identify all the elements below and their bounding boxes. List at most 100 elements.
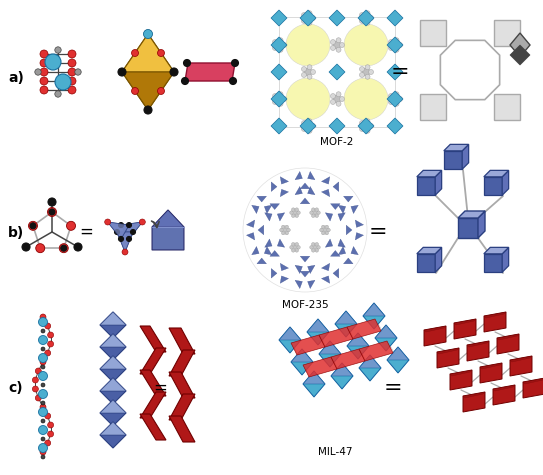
Ellipse shape [344,24,388,66]
Polygon shape [338,239,345,247]
Polygon shape [152,210,184,227]
Polygon shape [420,20,446,46]
Circle shape [369,16,374,20]
Circle shape [311,124,315,129]
Circle shape [331,39,336,45]
Circle shape [273,94,277,98]
Polygon shape [307,171,315,180]
Polygon shape [338,247,346,255]
Polygon shape [295,280,302,288]
Circle shape [365,65,370,70]
Circle shape [55,74,71,90]
Polygon shape [108,222,129,239]
Circle shape [61,245,67,251]
Circle shape [312,243,315,246]
Circle shape [157,49,165,57]
Circle shape [315,208,319,211]
Polygon shape [435,171,441,195]
Polygon shape [493,385,515,405]
Circle shape [144,106,152,114]
Polygon shape [450,370,472,376]
Circle shape [369,124,374,129]
Polygon shape [325,239,333,247]
Polygon shape [300,118,316,134]
Circle shape [144,30,152,38]
Polygon shape [331,349,365,369]
Polygon shape [271,37,287,53]
Polygon shape [169,350,195,376]
Polygon shape [264,247,272,255]
Circle shape [307,119,312,124]
Polygon shape [484,312,506,332]
Polygon shape [358,118,374,134]
Circle shape [333,95,341,103]
Polygon shape [100,312,126,325]
Polygon shape [300,256,310,262]
Polygon shape [458,211,485,218]
Circle shape [317,246,320,249]
Circle shape [184,59,191,66]
Circle shape [315,248,319,252]
Circle shape [68,77,76,85]
Circle shape [313,211,317,214]
Circle shape [39,353,47,362]
Polygon shape [523,378,543,384]
Circle shape [39,335,47,344]
Circle shape [48,341,54,347]
Circle shape [40,68,48,76]
Text: =: = [153,379,167,397]
Circle shape [362,68,370,76]
Circle shape [67,221,75,230]
Circle shape [45,323,50,329]
Circle shape [333,41,341,49]
Polygon shape [329,10,345,26]
Circle shape [312,214,315,218]
Circle shape [310,211,313,215]
Circle shape [359,19,364,23]
Polygon shape [100,422,126,435]
Polygon shape [117,232,133,252]
Circle shape [397,42,402,48]
Polygon shape [424,326,446,332]
Polygon shape [277,213,285,221]
Text: MOF-235: MOF-235 [282,300,329,310]
Polygon shape [303,357,337,377]
Circle shape [118,237,123,241]
Polygon shape [444,144,469,151]
Polygon shape [344,258,353,264]
Circle shape [301,19,306,23]
Circle shape [68,68,76,76]
Polygon shape [387,347,409,373]
Polygon shape [100,378,126,391]
Polygon shape [307,280,315,288]
Circle shape [45,440,50,446]
Polygon shape [435,247,441,272]
Circle shape [325,225,329,229]
Circle shape [39,444,47,453]
Circle shape [296,211,300,215]
Circle shape [243,168,367,292]
Circle shape [394,47,399,52]
Polygon shape [321,276,330,283]
Circle shape [301,121,306,125]
Circle shape [324,228,326,231]
Polygon shape [152,210,184,250]
Circle shape [115,229,119,235]
Circle shape [41,383,45,387]
Polygon shape [295,171,302,180]
Circle shape [41,437,45,441]
Text: a): a) [8,71,24,85]
Circle shape [331,94,336,98]
Circle shape [388,99,394,104]
Polygon shape [169,328,195,354]
Circle shape [39,317,47,326]
Polygon shape [347,333,369,359]
Circle shape [273,99,277,104]
Polygon shape [140,392,166,418]
Polygon shape [140,348,166,374]
Polygon shape [335,311,357,337]
Circle shape [273,46,277,50]
Polygon shape [100,334,126,360]
Polygon shape [462,144,469,169]
Polygon shape [307,319,329,345]
